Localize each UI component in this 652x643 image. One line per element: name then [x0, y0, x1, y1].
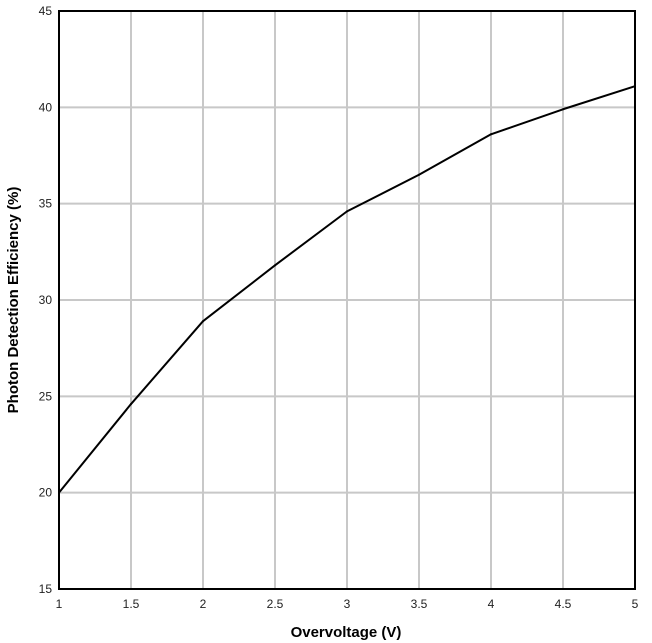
data-point [490, 133, 492, 136]
y-tick-label: 25 [39, 389, 53, 403]
x-tick-label: 5 [632, 597, 639, 611]
y-axis-ticks: 15 20 25 30 35 40 45 [39, 4, 53, 596]
y-tick-label: 45 [39, 4, 53, 18]
y-tick-label: 35 [39, 197, 53, 211]
x-tick-label: 1 [56, 597, 63, 611]
y-axis-title: Photon Detection Efficiency (%) [5, 187, 22, 414]
plot-frame [58, 10, 636, 590]
x-tick-label: 4.5 [555, 597, 572, 611]
data-point [346, 210, 348, 213]
grid [58, 10, 636, 590]
x-axis-title: Overvoltage (V) [291, 624, 402, 641]
x-tick-label: 4 [488, 597, 495, 611]
x-tick-label: 3 [344, 597, 351, 611]
x-axis-ticks: 1 1.5 2 2.5 3 3.5 4 4.5 5 [56, 597, 639, 611]
data-point [562, 108, 564, 111]
data-point [418, 173, 420, 176]
data-point [130, 403, 132, 406]
y-tick-label: 40 [39, 100, 53, 114]
data-point [202, 320, 204, 323]
x-tick-label: 2.5 [267, 597, 284, 611]
y-tick-label: 20 [39, 486, 53, 500]
data-point [274, 264, 276, 267]
x-tick-label: 1.5 [123, 597, 140, 611]
x-tick-label: 3.5 [411, 597, 428, 611]
x-tick-label: 2 [200, 597, 207, 611]
y-tick-label: 30 [39, 293, 53, 307]
y-tick-label: 15 [39, 582, 53, 596]
